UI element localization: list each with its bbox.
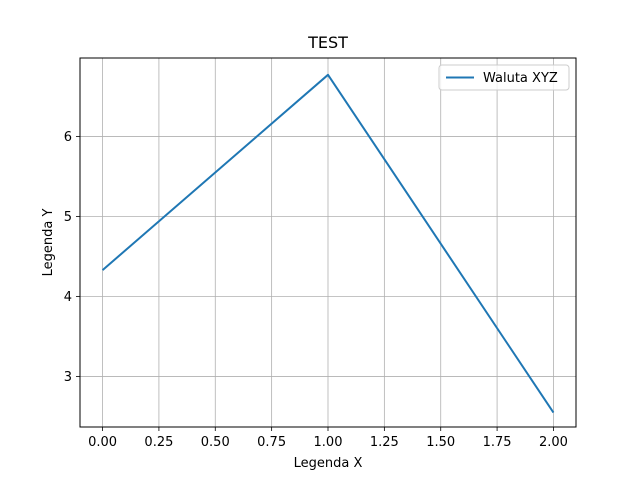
x-axis-label: Legenda X <box>294 456 363 471</box>
legend-box <box>438 64 570 91</box>
series-line <box>101 73 555 414</box>
y-axis-label: Legenda Y <box>41 209 56 277</box>
ticks: 0.00 0.25 0.50 0.75 1.00 1.25 1.50 1.75 2.00 3 4 5 6 <box>64 130 568 450</box>
y-tick-label: 3 <box>64 370 72 385</box>
series-layer <box>101 73 555 414</box>
y-tick-label: 5 <box>64 210 72 225</box>
x-tick-label: 0.00 <box>88 435 117 450</box>
x-tick-label: 0.50 <box>201 435 230 450</box>
y-tick-label: 4 <box>64 290 72 305</box>
chart-title: TEST <box>307 33 348 52</box>
x-tick-label: 0.25 <box>144 435 173 450</box>
x-tick-label: 1.50 <box>426 435 455 450</box>
x-tick-label: 1.25 <box>370 435 399 450</box>
legend: Waluta XYZ <box>438 64 570 91</box>
y-tick-label: 6 <box>64 130 72 145</box>
x-tick-label: 0.75 <box>257 435 286 450</box>
x-tick-label: 2.00 <box>539 435 568 450</box>
x-tick-label: 1.00 <box>314 435 343 450</box>
legend-label: Waluta XYZ <box>483 71 558 86</box>
x-tick-label: 1.75 <box>483 435 512 450</box>
grid <box>80 58 576 427</box>
